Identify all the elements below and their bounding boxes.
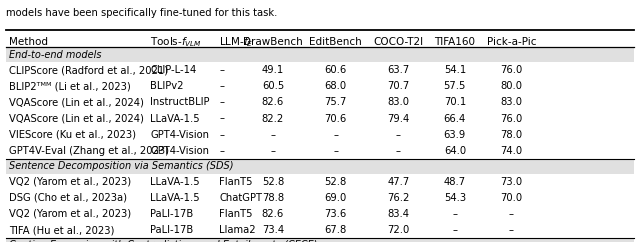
Text: –: – (271, 130, 275, 140)
Text: 73.4: 73.4 (262, 225, 284, 235)
Bar (6, 159, 634, 174)
Text: –: – (219, 146, 224, 156)
Text: PaLI-17B: PaLI-17B (150, 225, 193, 235)
Text: LLM-$f_E$: LLM-$f_E$ (219, 35, 253, 49)
Text: –: – (219, 98, 224, 107)
Text: 60.5: 60.5 (262, 81, 284, 91)
Text: 64.0: 64.0 (444, 146, 466, 156)
Text: BLIPv2: BLIPv2 (150, 81, 184, 91)
Text: 47.7: 47.7 (387, 177, 410, 187)
Text: 72.0: 72.0 (387, 225, 410, 235)
Text: 54.1: 54.1 (444, 65, 466, 75)
Text: 68.0: 68.0 (324, 81, 347, 91)
Text: DSG (Cho et al., 2023a): DSG (Cho et al., 2023a) (9, 193, 127, 203)
Text: 78.8: 78.8 (262, 193, 284, 203)
Text: 57.5: 57.5 (444, 81, 466, 91)
Text: 66.4: 66.4 (444, 113, 466, 124)
Text: 74.0: 74.0 (500, 146, 522, 156)
Text: GPT4V-Eval (Zhang et al., 2023): GPT4V-Eval (Zhang et al., 2023) (9, 146, 169, 156)
Text: 82.2: 82.2 (262, 113, 284, 124)
Text: FlanT5: FlanT5 (219, 177, 253, 187)
Text: 83.0: 83.0 (387, 98, 410, 107)
Text: 78.0: 78.0 (500, 130, 522, 140)
Text: TIFA (Hu et al., 2023): TIFA (Hu et al., 2023) (9, 225, 115, 235)
Text: 70.1: 70.1 (444, 98, 466, 107)
Text: –: – (452, 209, 458, 219)
Bar (6, 47, 634, 62)
Text: Method: Method (9, 37, 48, 47)
Text: 82.6: 82.6 (262, 98, 284, 107)
Text: Pick-a-Pic: Pick-a-Pic (486, 37, 536, 47)
Text: 83.0: 83.0 (500, 98, 522, 107)
Text: –: – (219, 81, 224, 91)
Bar (6, 238, 634, 242)
Text: 83.4: 83.4 (387, 209, 410, 219)
Text: 76.0: 76.0 (500, 65, 522, 75)
Text: 70.0: 70.0 (500, 193, 522, 203)
Text: TIFA160: TIFA160 (435, 37, 476, 47)
Text: VQAScore (Lin et al., 2024): VQAScore (Lin et al., 2024) (9, 98, 144, 107)
Text: –: – (509, 225, 514, 235)
Text: Tools-$f_{VLM}$: Tools-$f_{VLM}$ (150, 35, 202, 49)
Text: Sentence Decomposition via Semantics (SDS): Sentence Decomposition via Semantics (SD… (9, 161, 234, 171)
Text: LLaVA-1.5: LLaVA-1.5 (150, 113, 200, 124)
Text: 70.7: 70.7 (387, 81, 410, 91)
Text: PaLI-17B: PaLI-17B (150, 209, 193, 219)
Text: 54.3: 54.3 (444, 193, 466, 203)
Text: 73.0: 73.0 (500, 177, 522, 187)
Text: VQ2 (Yarom et al., 2023): VQ2 (Yarom et al., 2023) (9, 177, 131, 187)
Text: 67.8: 67.8 (324, 225, 347, 235)
Text: CLIPScore (Radford et al., 2021): CLIPScore (Radford et al., 2021) (9, 65, 168, 75)
Text: 49.1: 49.1 (262, 65, 284, 75)
Text: 76.0: 76.0 (500, 113, 522, 124)
Text: Caption Expansion with Contradictions and Entailments (CECE): Caption Expansion with Contradictions an… (9, 241, 317, 242)
Text: VIEScore (Ku et al., 2023): VIEScore (Ku et al., 2023) (9, 130, 136, 140)
Text: 63.9: 63.9 (444, 130, 466, 140)
Text: 80.0: 80.0 (500, 81, 522, 91)
Text: 52.8: 52.8 (324, 177, 347, 187)
Text: 69.0: 69.0 (324, 193, 347, 203)
Text: GPT4-Vision: GPT4-Vision (150, 130, 209, 140)
Text: COCO-T2I: COCO-T2I (373, 37, 424, 47)
Text: End-to-end models: End-to-end models (9, 50, 101, 60)
Text: 52.8: 52.8 (262, 177, 284, 187)
Text: 70.6: 70.6 (324, 113, 347, 124)
Text: LLaVA-1.5: LLaVA-1.5 (150, 193, 200, 203)
Text: 75.7: 75.7 (324, 98, 347, 107)
Text: 73.6: 73.6 (324, 209, 347, 219)
Text: 63.7: 63.7 (387, 65, 410, 75)
Text: 60.6: 60.6 (324, 65, 347, 75)
Text: GPT4-Vision: GPT4-Vision (150, 146, 209, 156)
Text: –: – (219, 113, 224, 124)
Text: –: – (219, 130, 224, 140)
Text: Llama2: Llama2 (219, 225, 255, 235)
Text: DrawBench: DrawBench (243, 37, 303, 47)
Text: 79.4: 79.4 (387, 113, 410, 124)
Text: 76.2: 76.2 (387, 193, 410, 203)
Text: –: – (396, 146, 401, 156)
Text: –: – (333, 130, 338, 140)
Text: –: – (396, 130, 401, 140)
Text: BLIP2ᵀᴹᴹ (Li et al., 2023): BLIP2ᵀᴹᴹ (Li et al., 2023) (9, 81, 131, 91)
Text: LLaVA-1.5: LLaVA-1.5 (150, 177, 200, 187)
Text: –: – (333, 146, 338, 156)
Text: –: – (219, 65, 224, 75)
Text: ChatGPT: ChatGPT (219, 193, 262, 203)
Text: –: – (509, 209, 514, 219)
Text: –: – (271, 146, 275, 156)
Text: –: – (452, 225, 458, 235)
Text: EditBench: EditBench (309, 37, 362, 47)
Text: InstructBLIP: InstructBLIP (150, 98, 209, 107)
Text: 48.7: 48.7 (444, 177, 466, 187)
Text: FlanT5: FlanT5 (219, 209, 253, 219)
Text: CLIP-L-14: CLIP-L-14 (150, 65, 196, 75)
Text: VQ2 (Yarom et al., 2023): VQ2 (Yarom et al., 2023) (9, 209, 131, 219)
Text: 82.6: 82.6 (262, 209, 284, 219)
Text: VQAScore (Lin et al., 2024): VQAScore (Lin et al., 2024) (9, 113, 144, 124)
Text: models have been specifically fine-tuned for this task.: models have been specifically fine-tuned… (6, 8, 278, 18)
